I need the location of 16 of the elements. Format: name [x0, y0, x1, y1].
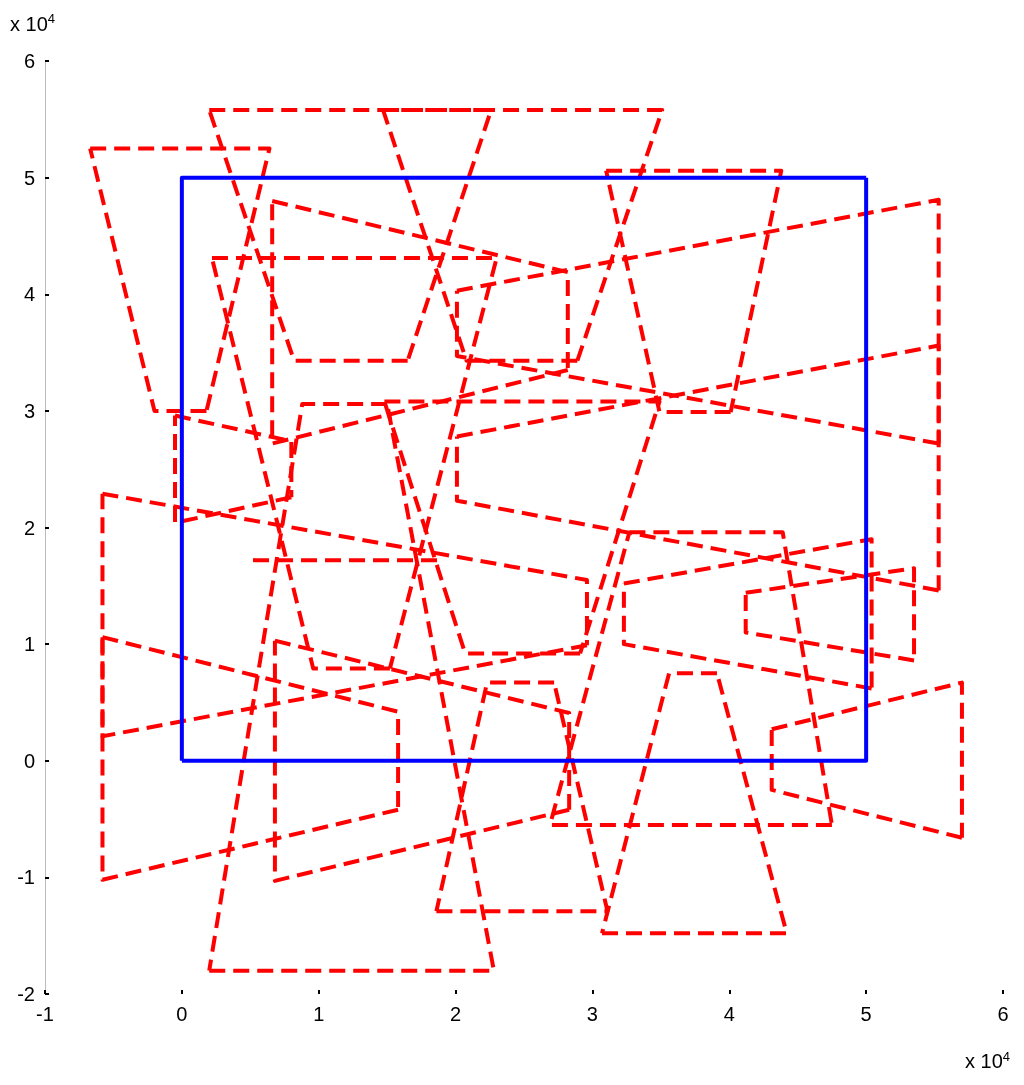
y-tick-label: 3 — [23, 399, 35, 422]
y-tick-label: 6 — [23, 50, 35, 72]
x-tick-label: 0 — [176, 1003, 188, 1025]
x-tick-label: 5 — [860, 1003, 872, 1025]
y-tick-label: -1 — [17, 866, 35, 889]
y-tick-label: 2 — [23, 516, 35, 539]
x-tick-label: 2 — [450, 1003, 462, 1025]
x-tick-label: 3 — [586, 1003, 598, 1025]
y-tick-label: 0 — [23, 749, 35, 772]
y-tick-label: 4 — [23, 283, 35, 306]
x-tick-label: 4 — [723, 1003, 735, 1025]
y-tick-label: 1 — [23, 633, 35, 656]
y-tick-label: 5 — [23, 166, 35, 189]
x-tick-label: 6 — [997, 1003, 1009, 1025]
x-tick-label: 1 — [313, 1003, 325, 1025]
y-tick-label: -2 — [17, 983, 35, 1005]
